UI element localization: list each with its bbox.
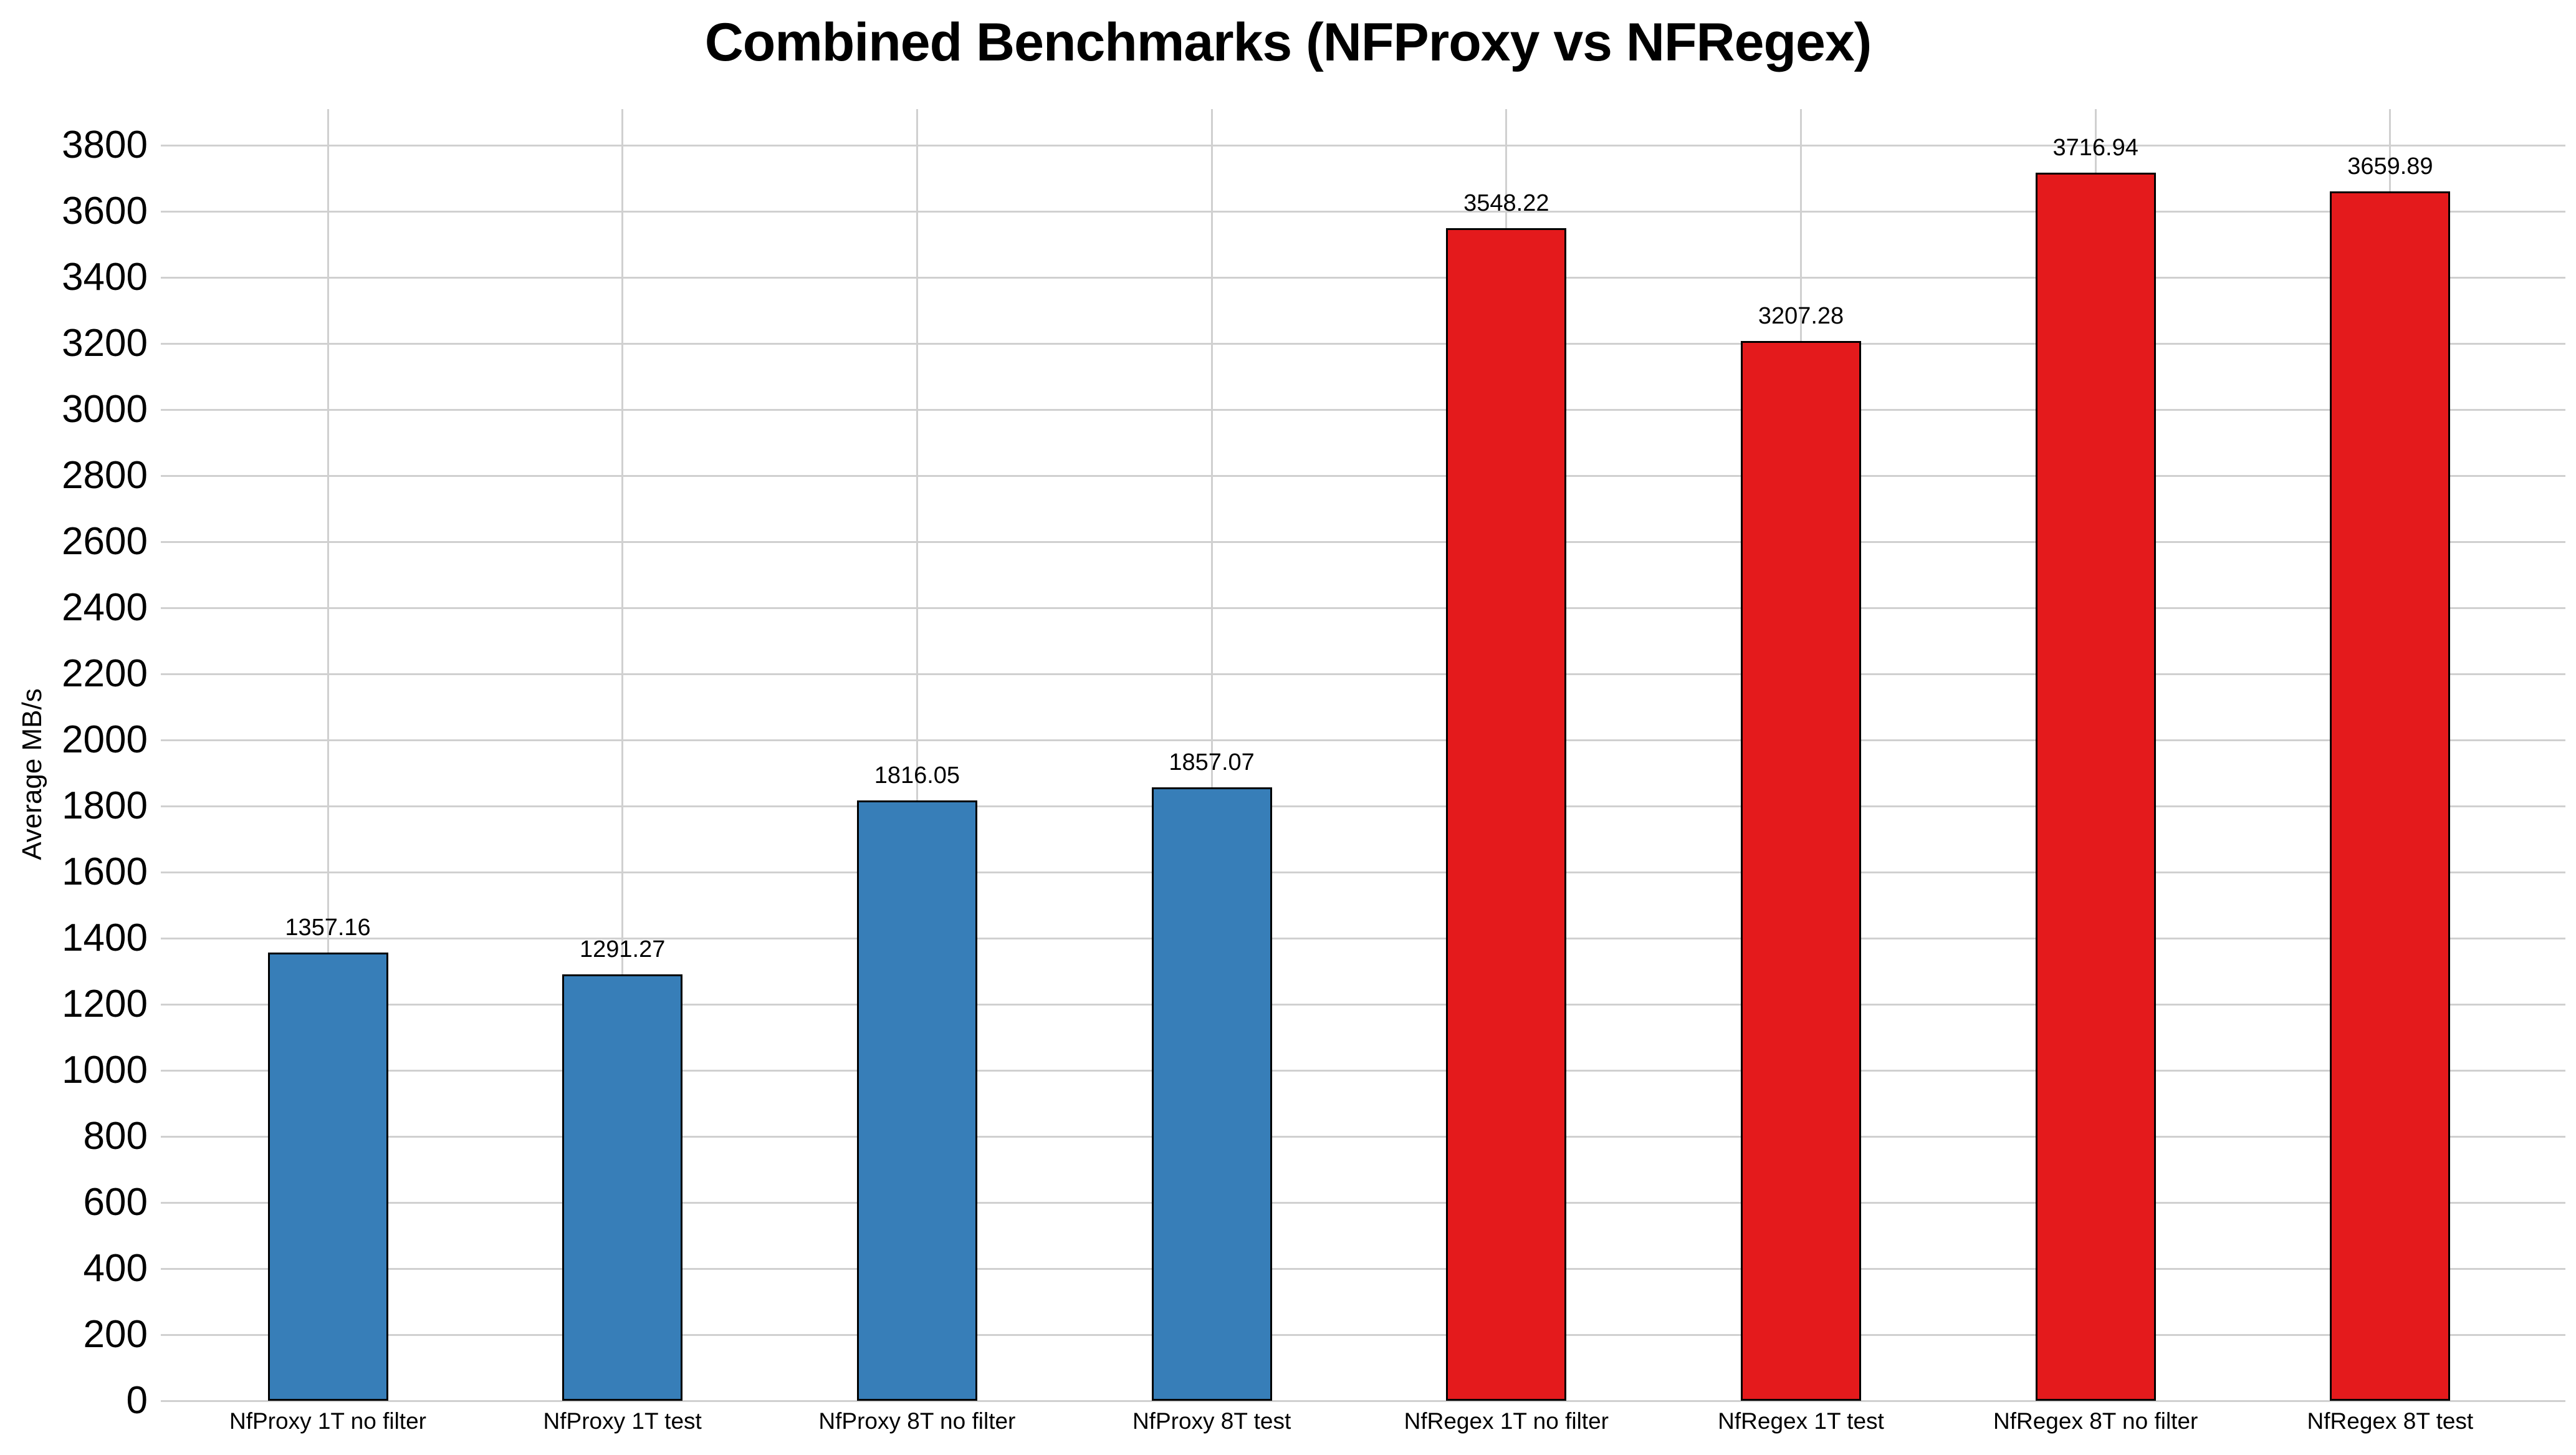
bar — [1446, 228, 1567, 1401]
y-gridline — [161, 1400, 2565, 1402]
y-gridline — [161, 540, 2565, 543]
y-tick-label: 3400 — [62, 256, 148, 299]
x-tick-label: NfRegex 8T test — [2307, 1408, 2474, 1434]
bar-value-label: 1816.05 — [874, 762, 960, 789]
y-tick-label: 2200 — [62, 652, 148, 695]
bar-value-label: 1357.16 — [285, 914, 371, 941]
x-gridline — [1210, 109, 1213, 1401]
y-gridline — [161, 937, 2565, 939]
y-gridline — [161, 1135, 2565, 1138]
y-gridline — [161, 607, 2565, 609]
y-gridline — [161, 474, 2565, 477]
bar — [1151, 787, 1272, 1401]
y-tick-label: 1800 — [62, 784, 148, 827]
bar — [2035, 173, 2156, 1401]
y-tick-label: 2600 — [62, 520, 148, 563]
y-tick-label: 3000 — [62, 388, 148, 431]
chart-title: Combined Benchmarks (NFProxy vs NFRegex) — [704, 12, 1872, 72]
y-gridline — [161, 342, 2565, 345]
bar — [1741, 341, 1861, 1401]
y-tick-label: 600 — [83, 1181, 148, 1224]
y-gridline — [161, 408, 2565, 411]
y-gridline — [161, 1201, 2565, 1204]
x-gridline — [916, 109, 918, 1401]
y-gridline — [161, 144, 2565, 146]
bar — [267, 952, 388, 1401]
y-tick-label: 1400 — [62, 916, 148, 959]
y-gridline — [161, 1267, 2565, 1270]
bar-value-label: 1857.07 — [1169, 749, 1255, 776]
bar-value-label: 3716.94 — [2052, 135, 2138, 161]
y-tick-label: 800 — [83, 1115, 148, 1158]
y-gridline — [161, 210, 2565, 213]
y-tick-label: 1600 — [62, 850, 148, 893]
bar-value-label: 1291.27 — [580, 936, 666, 963]
bar-value-label: 3659.89 — [2347, 153, 2433, 180]
y-gridline — [161, 739, 2565, 741]
y-gridline — [161, 1003, 2565, 1006]
bar-value-label: 3207.28 — [1758, 303, 1844, 330]
y-tick-label: 2800 — [62, 454, 148, 497]
y-gridline — [161, 1069, 2565, 1072]
y-tick-label: 1200 — [62, 982, 148, 1025]
y-tick-label: 3800 — [62, 123, 148, 166]
x-tick-label: NfProxy 8T test — [1132, 1408, 1291, 1434]
y-gridline — [161, 1333, 2565, 1336]
y-tick-label: 2000 — [62, 718, 148, 761]
bar — [2330, 191, 2451, 1401]
x-tick-label: NfProxy 1T no filter — [229, 1408, 426, 1434]
y-gridline — [161, 673, 2565, 675]
x-gridline — [327, 109, 329, 1401]
y-tick-label: 400 — [83, 1247, 148, 1290]
y-tick-label: 3200 — [62, 322, 148, 365]
y-tick-label: 1000 — [62, 1049, 148, 1092]
x-tick-label: NfRegex 1T no filter — [1404, 1408, 1609, 1434]
y-gridline — [161, 871, 2565, 873]
x-gridline — [621, 109, 624, 1401]
x-tick-label: NfRegex 1T test — [1718, 1408, 1884, 1434]
x-tick-label: NfProxy 1T test — [543, 1408, 702, 1434]
y-tick-label: 2400 — [62, 586, 148, 629]
bar-value-label: 3548.22 — [1463, 190, 1549, 217]
y-tick-label: 200 — [83, 1313, 148, 1356]
y-tick-label: 3600 — [62, 190, 148, 233]
bar — [856, 800, 977, 1401]
y-gridline — [161, 805, 2565, 807]
y-tick-label: 0 — [126, 1379, 148, 1422]
x-tick-label: NfRegex 8T no filter — [1993, 1408, 2198, 1434]
bar — [562, 974, 683, 1401]
y-gridline — [161, 276, 2565, 279]
x-tick-label: NfProxy 8T no filter — [818, 1408, 1016, 1434]
